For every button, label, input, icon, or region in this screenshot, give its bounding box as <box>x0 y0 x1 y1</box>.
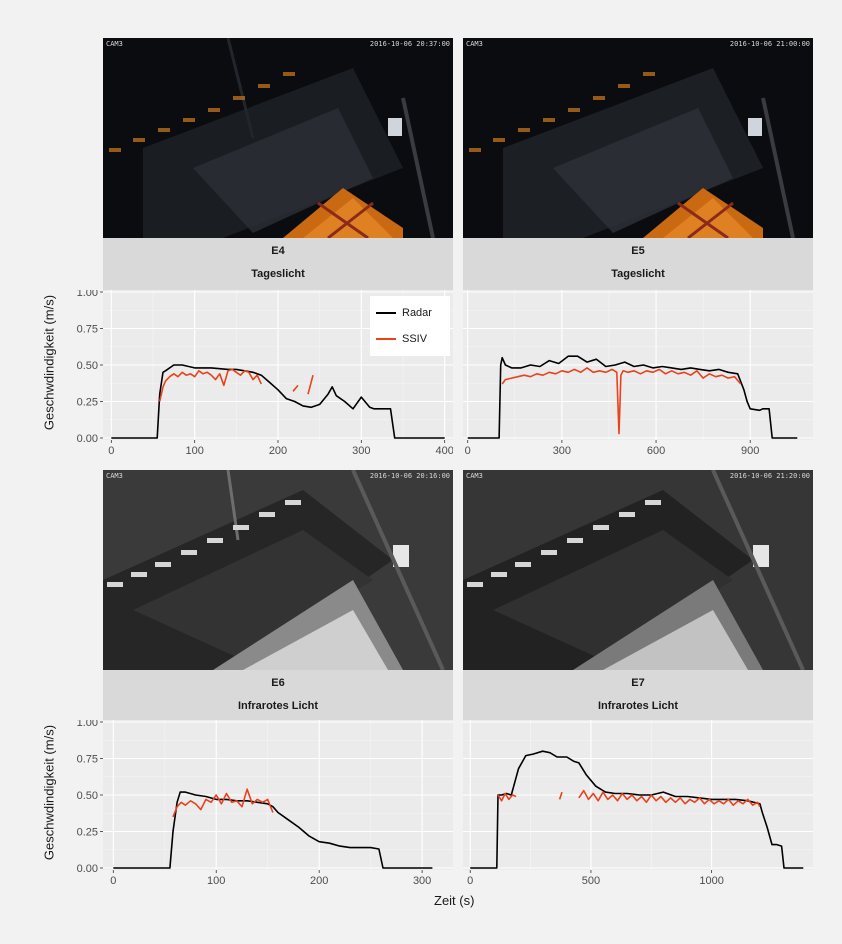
chart-svg: 0 100 200 300 0.00 0.25 0.50 0.75 1.00 <box>77 720 453 887</box>
camera-timestamp: 2016-10-06 21:00:00 <box>729 40 810 48</box>
y-axis-title-top: Geschwdindigkeit (m/s) <box>41 294 57 431</box>
x-tick-label: 100 <box>185 445 203 457</box>
facet-strip-e5: E5 Tageslicht <box>463 238 813 290</box>
x-tick-label: 1000 <box>699 875 723 887</box>
x-tick-label: 200 <box>269 445 287 457</box>
y-tick-label: 0.00 <box>77 433 98 445</box>
y-tick-label: 1.00 <box>77 720 98 729</box>
camera-scene-e4 <box>103 38 453 238</box>
x-axis-title: Zeit (s) <box>434 893 475 908</box>
chart-panel-e7: 0 500 1000 <box>463 720 813 890</box>
camera-image-e6: CAM3 2016-10-06 20:16:00 <box>103 470 453 670</box>
x-tick-label: 400 <box>435 445 453 457</box>
camera-timestamp: 2016-10-06 20:37:00 <box>369 40 450 48</box>
camera-scene-e6 <box>103 470 453 670</box>
experiment-label: E7 <box>631 677 645 689</box>
series-line-ssiv <box>172 788 274 818</box>
series-line-radar <box>470 750 804 869</box>
x-tick-label: 0 <box>110 875 116 887</box>
camera-id: CAM3 <box>106 40 123 48</box>
camera-image-e4: CAM3 2016-10-06 20:37:00 <box>103 38 453 238</box>
y-tick-label: 0.25 <box>77 397 98 409</box>
x-tick-label: 900 <box>741 445 759 457</box>
y-tick-label: 0.75 <box>77 754 98 766</box>
x-tick-label: 100 <box>207 875 225 887</box>
legend-item-radar: Radar <box>376 304 432 322</box>
legend: Radar SSIV <box>370 296 450 356</box>
y-axis-title-bottom: Geschwdindigkeit (m/s) <box>41 724 57 861</box>
series-line-radar <box>467 355 798 439</box>
experiment-label: E6 <box>271 677 285 689</box>
y-tick-label: 0.25 <box>77 827 98 839</box>
x-tick-label: 0 <box>467 875 473 887</box>
legend-item-ssiv: SSIV <box>376 330 427 348</box>
camera-image-e5: CAM3 2016-10-06 21:00:00 <box>463 38 813 238</box>
legend-swatch-radar <box>376 312 396 314</box>
experiment-label: E5 <box>631 245 645 257</box>
y-tick-label: 0.50 <box>77 360 98 372</box>
chart-svg: 0 500 1000 <box>463 720 813 887</box>
experiment-label: E4 <box>271 245 285 257</box>
camera-id: CAM3 <box>106 472 123 480</box>
camera-scene-e7 <box>463 470 813 670</box>
chart-panel-e6: 0 100 200 300 0.00 0.25 0.50 0.75 1.00 <box>63 720 453 890</box>
facet-strip-e7: E7 Infrarotes Licht <box>463 670 813 720</box>
x-tick-label: 300 <box>553 445 571 457</box>
y-tick-label: 1.00 <box>77 290 98 299</box>
x-tick-label: 300 <box>413 875 431 887</box>
camera-timestamp: 2016-10-06 21:20:00 <box>729 472 810 480</box>
camera-scene-e5 <box>463 38 813 238</box>
series-line-radar <box>113 791 433 869</box>
series-line-radar <box>111 364 445 439</box>
legend-label: Radar <box>402 307 432 319</box>
x-tick-label: 600 <box>647 445 665 457</box>
x-tick-label: 0 <box>465 445 471 457</box>
lighting-label: Infrarotes Licht <box>237 700 319 712</box>
chart-svg: 0 300 600 900 <box>463 290 813 457</box>
chart-panel-e5: 0 300 600 900 <box>463 290 813 460</box>
lighting-label: Tageslicht <box>251 268 305 280</box>
legend-swatch-ssiv <box>376 338 396 340</box>
camera-timestamp: 2016-10-06 20:16:00 <box>369 472 450 480</box>
x-tick-label: 0 <box>108 445 114 457</box>
lighting-label: Tageslicht <box>611 268 665 280</box>
camera-image-e7: CAM3 2016-10-06 21:20:00 <box>463 470 813 670</box>
series-line-ssiv <box>501 367 742 435</box>
series-line-ssiv <box>158 368 314 402</box>
y-tick-label: 0.00 <box>77 863 98 875</box>
facet-strip-e6: E6 Infrarotes Licht <box>103 670 453 720</box>
y-tick-label: 0.50 <box>77 790 98 802</box>
series-line-ssiv <box>497 789 761 808</box>
facet-strip-e4: E4 Tageslicht <box>103 238 453 290</box>
legend-label: SSIV <box>402 333 428 345</box>
x-tick-label: 500 <box>582 875 600 887</box>
x-tick-label: 200 <box>310 875 328 887</box>
x-tick-label: 300 <box>352 445 370 457</box>
camera-id: CAM3 <box>466 40 483 48</box>
lighting-label: Infrarotes Licht <box>597 700 679 712</box>
y-tick-label: 0.75 <box>77 324 98 336</box>
camera-id: CAM3 <box>466 472 483 480</box>
